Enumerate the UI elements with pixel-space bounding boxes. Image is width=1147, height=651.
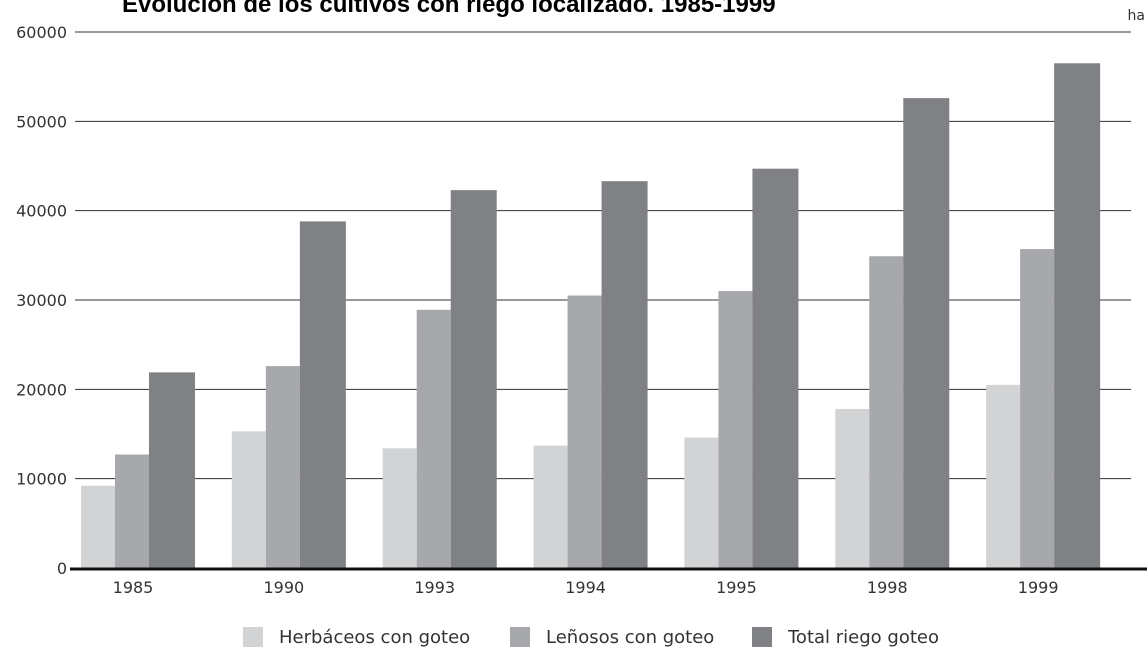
x-tick-label: 1998 [867, 578, 908, 597]
bar-total-riego-goteo-1993 [451, 190, 497, 568]
bar-herb-ceos-con-goteo-1994 [534, 446, 568, 568]
bar-le-osos-con-goteo-1995 [718, 291, 752, 568]
legend-label: Leñosos con goteo [546, 627, 714, 648]
x-tick-label: 1985 [113, 578, 154, 597]
bar-le-osos-con-goteo-1985 [115, 455, 149, 568]
x-tick-label: 1995 [716, 578, 757, 597]
unit-label: ha [1128, 8, 1145, 24]
bar-le-osos-con-goteo-1998 [869, 256, 903, 568]
bar-herb-ceos-con-goteo-1990 [232, 431, 266, 568]
y-tick-label: 0 [57, 559, 67, 578]
x-tick-label: 1993 [414, 578, 455, 597]
legend-swatch [243, 627, 263, 647]
bar-total-riego-goteo-1990 [300, 221, 346, 568]
bar-total-riego-goteo-1999 [1054, 63, 1100, 568]
y-tick-label: 60000 [16, 23, 67, 42]
y-tick-label: 10000 [16, 470, 67, 489]
x-tick-label: 1990 [263, 578, 304, 597]
y-tick-label: 20000 [16, 380, 67, 399]
x-axis-ticks: 1985 1990 1993 1994 1995 1998 1999 [113, 578, 1059, 597]
y-axis-ticks: 0 10000 20000 30000 40000 50000 60000 [16, 23, 67, 578]
y-tick-label: 30000 [16, 291, 67, 310]
legend-label: Total riego goteo [787, 627, 939, 648]
bar-total-riego-goteo-1985 [149, 372, 195, 568]
y-tick-label: 50000 [16, 112, 67, 131]
bar-le-osos-con-goteo-1990 [266, 366, 300, 568]
legend-swatch [510, 627, 530, 647]
legend: Herbáceos con goteo Leñosos con goteo Tota… [243, 627, 939, 648]
bar-herb-ceos-con-goteo-1985 [81, 486, 115, 568]
legend-swatch [752, 627, 772, 647]
bar-herb-ceos-con-goteo-1993 [383, 448, 417, 568]
x-tick-label: 1994 [565, 578, 606, 597]
legend-label: Herbáceos con goteo [279, 627, 470, 648]
bar-le-osos-con-goteo-1994 [568, 296, 602, 568]
bar-total-riego-goteo-1998 [903, 98, 949, 568]
bar-herb-ceos-con-goteo-1999 [986, 385, 1020, 568]
bar-herb-ceos-con-goteo-1998 [835, 409, 869, 568]
chart-title: Evolución de los cultivos con riego loca… [122, 0, 776, 18]
bars [81, 63, 1100, 568]
bar-le-osos-con-goteo-1993 [417, 310, 451, 568]
bar-total-riego-goteo-1995 [752, 169, 798, 568]
y-tick-label: 40000 [16, 202, 67, 221]
bar-total-riego-goteo-1994 [602, 181, 648, 568]
bar-le-osos-con-goteo-1999 [1020, 249, 1054, 568]
x-tick-label: 1999 [1018, 578, 1059, 597]
bar-herb-ceos-con-goteo-1995 [684, 438, 718, 568]
